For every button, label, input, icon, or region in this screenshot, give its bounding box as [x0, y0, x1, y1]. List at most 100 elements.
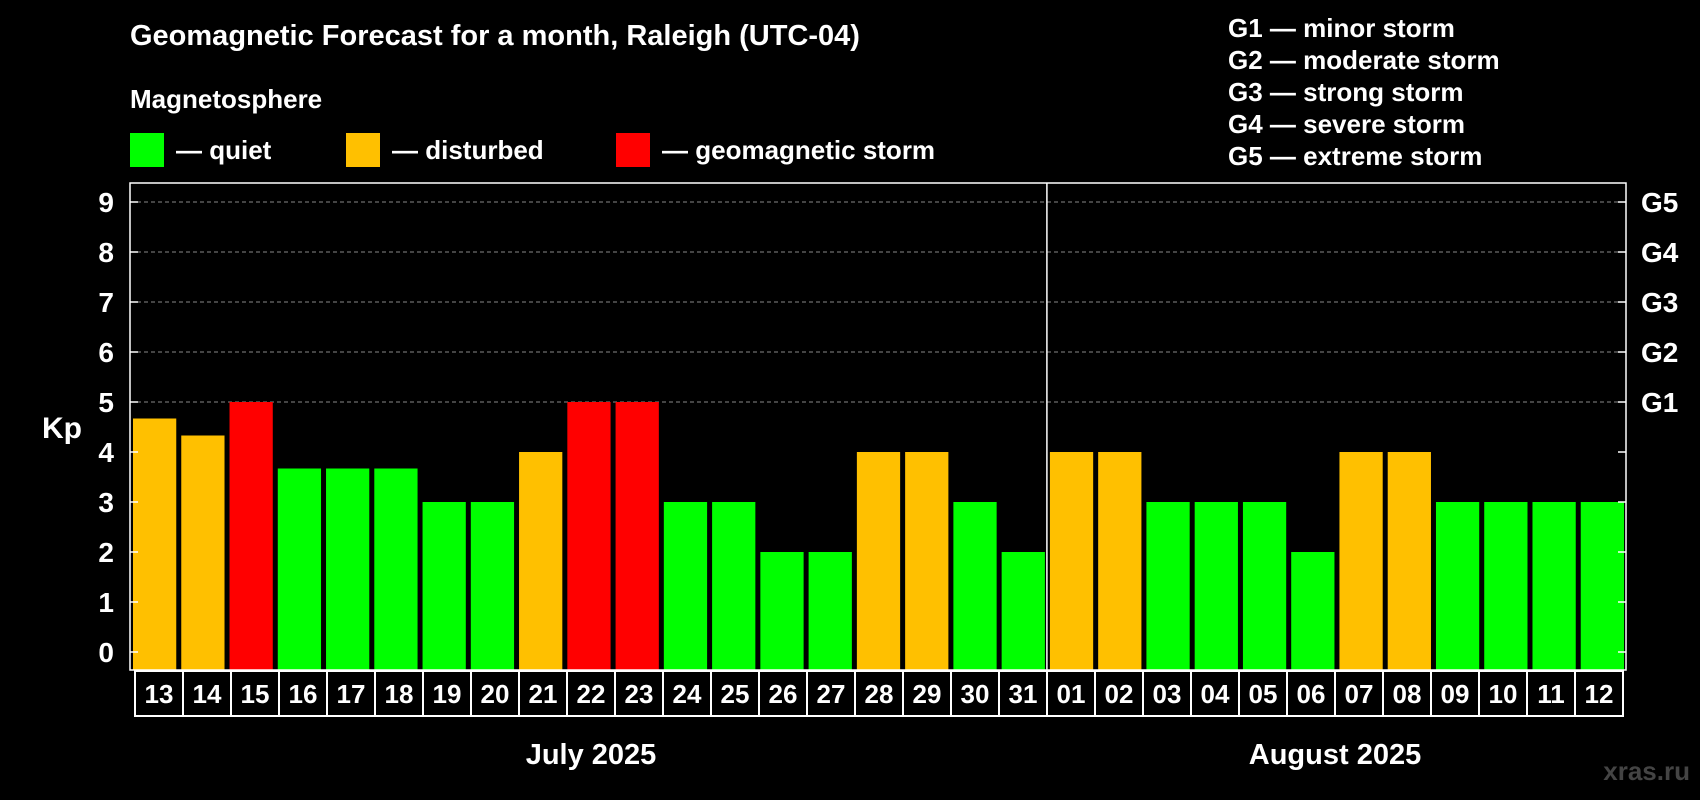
legend-swatch-disturbed: [346, 133, 380, 167]
bar-26: [760, 552, 804, 670]
bar-21: [519, 452, 563, 670]
bar-23: [615, 402, 659, 670]
bar-14: [181, 435, 225, 670]
right-axis-label-G3: G3: [1641, 287, 1678, 318]
y-tick-label-3: 3: [98, 487, 114, 518]
right-axis-label-G1: G1: [1641, 387, 1678, 418]
date-label-06: 06: [1297, 679, 1326, 709]
date-label-16: 16: [289, 679, 318, 709]
right-axis-label-G4: G4: [1641, 237, 1679, 268]
date-label-17: 17: [337, 679, 366, 709]
bar-20: [470, 502, 515, 670]
y-axis-label: Kp: [42, 412, 82, 445]
right-axis-label-G5: G5: [1641, 187, 1678, 218]
date-label-02: 02: [1105, 679, 1134, 709]
date-label-27: 27: [817, 679, 846, 709]
y-tick-label-2: 2: [98, 537, 114, 568]
g-scale-g2: G2 — moderate storm: [1228, 45, 1500, 75]
bar-30: [953, 502, 997, 670]
date-label-07: 07: [1345, 679, 1374, 709]
date-label-22: 22: [577, 679, 606, 709]
bar-08: [1387, 452, 1431, 670]
month-label-1: August 2025: [1249, 739, 1421, 771]
g-scale-g4: G4 — severe storm: [1228, 109, 1466, 139]
magnetosphere-legend-title: Magnetosphere: [130, 84, 323, 114]
y-tick-label-5: 5: [98, 387, 114, 418]
bar-24: [663, 502, 708, 670]
y-tick-label-9: 9: [98, 187, 114, 218]
bar-03: [1146, 502, 1190, 670]
date-label-29: 29: [913, 679, 942, 709]
legend-swatch-quiet: [130, 133, 164, 167]
date-label-12: 12: [1585, 679, 1614, 709]
date-label-11: 11: [1537, 679, 1565, 709]
y-tick-label-6: 6: [98, 337, 114, 368]
legend-label-quiet: — quiet: [176, 134, 272, 165]
bar-09: [1435, 502, 1480, 670]
date-label-03: 03: [1153, 679, 1182, 709]
bar-28: [856, 452, 901, 670]
bar-22: [567, 402, 611, 670]
month-label-0: July 2025: [526, 739, 657, 771]
date-label-08: 08: [1393, 679, 1422, 709]
bar-31: [1001, 552, 1045, 670]
bar-27: [808, 552, 852, 670]
bar-11: [1532, 502, 1576, 670]
bar-04: [1194, 502, 1238, 670]
bar-19: [422, 502, 466, 670]
date-row-frame: [134, 670, 1624, 717]
date-label-05: 05: [1249, 679, 1278, 709]
y-tick-label-1: 1: [98, 587, 114, 618]
date-label-14: 14: [193, 679, 222, 709]
legend-swatch-storm: [616, 133, 650, 167]
date-label-20: 20: [481, 679, 510, 709]
g-scale-legend: G1 — minor storm G2 — moderate storm G3 …: [1228, 12, 1500, 172]
legend-item-quiet: — quiet: [130, 133, 271, 167]
date-label-31: 31: [1009, 679, 1038, 709]
bar-15: [229, 402, 273, 670]
date-label-04: 04: [1201, 679, 1230, 709]
y-tick-label-0: 0: [98, 637, 114, 668]
date-label-18: 18: [385, 679, 414, 709]
bar-12: [1580, 502, 1624, 670]
y-tick-label-4: 4: [98, 437, 114, 468]
right-axis-label-G2: G2: [1641, 337, 1678, 368]
bar-13: [133, 418, 177, 670]
legend-item-disturbed: — disturbed: [346, 133, 544, 167]
date-label-13: 13: [145, 679, 174, 709]
g-scale-g5: G5 — extreme storm: [1228, 141, 1483, 171]
bar-25: [712, 502, 756, 670]
date-label-28: 28: [865, 679, 894, 709]
bar-10: [1484, 502, 1528, 670]
bar-18: [374, 468, 418, 670]
date-label-24: 24: [673, 679, 702, 709]
date-label-09: 09: [1441, 679, 1470, 709]
date-label-23: 23: [625, 679, 654, 709]
date-label-21: 21: [529, 679, 558, 709]
date-label-26: 26: [769, 679, 798, 709]
bar-17: [326, 468, 370, 670]
bar-07: [1339, 452, 1383, 670]
bar-01: [1049, 452, 1094, 670]
bar-05: [1242, 502, 1287, 670]
y-tick-label-8: 8: [98, 237, 114, 268]
watermark: xras.ru: [1603, 756, 1690, 786]
legend-item-storm: — geomagnetic storm: [616, 133, 935, 167]
date-label-15: 15: [241, 679, 270, 709]
g-scale-g1: G1 — minor storm: [1228, 13, 1455, 43]
date-label-19: 19: [433, 679, 462, 709]
date-label-25: 25: [721, 679, 750, 709]
legend-label-disturbed: — disturbed: [392, 134, 544, 165]
date-label-30: 30: [961, 679, 990, 709]
bar-02: [1098, 452, 1142, 670]
bar-16: [277, 468, 322, 670]
date-label-01: 01: [1057, 679, 1086, 709]
date-label-10: 10: [1489, 679, 1518, 709]
legend-label-storm: — geomagnetic storm: [662, 134, 936, 165]
chart-title: Geomagnetic Forecast for a month, Raleig…: [130, 20, 860, 52]
bar-29: [905, 452, 949, 670]
bar-06: [1291, 552, 1335, 670]
g-scale-g3: G3 — strong storm: [1228, 77, 1464, 107]
y-tick-label-7: 7: [98, 287, 114, 318]
